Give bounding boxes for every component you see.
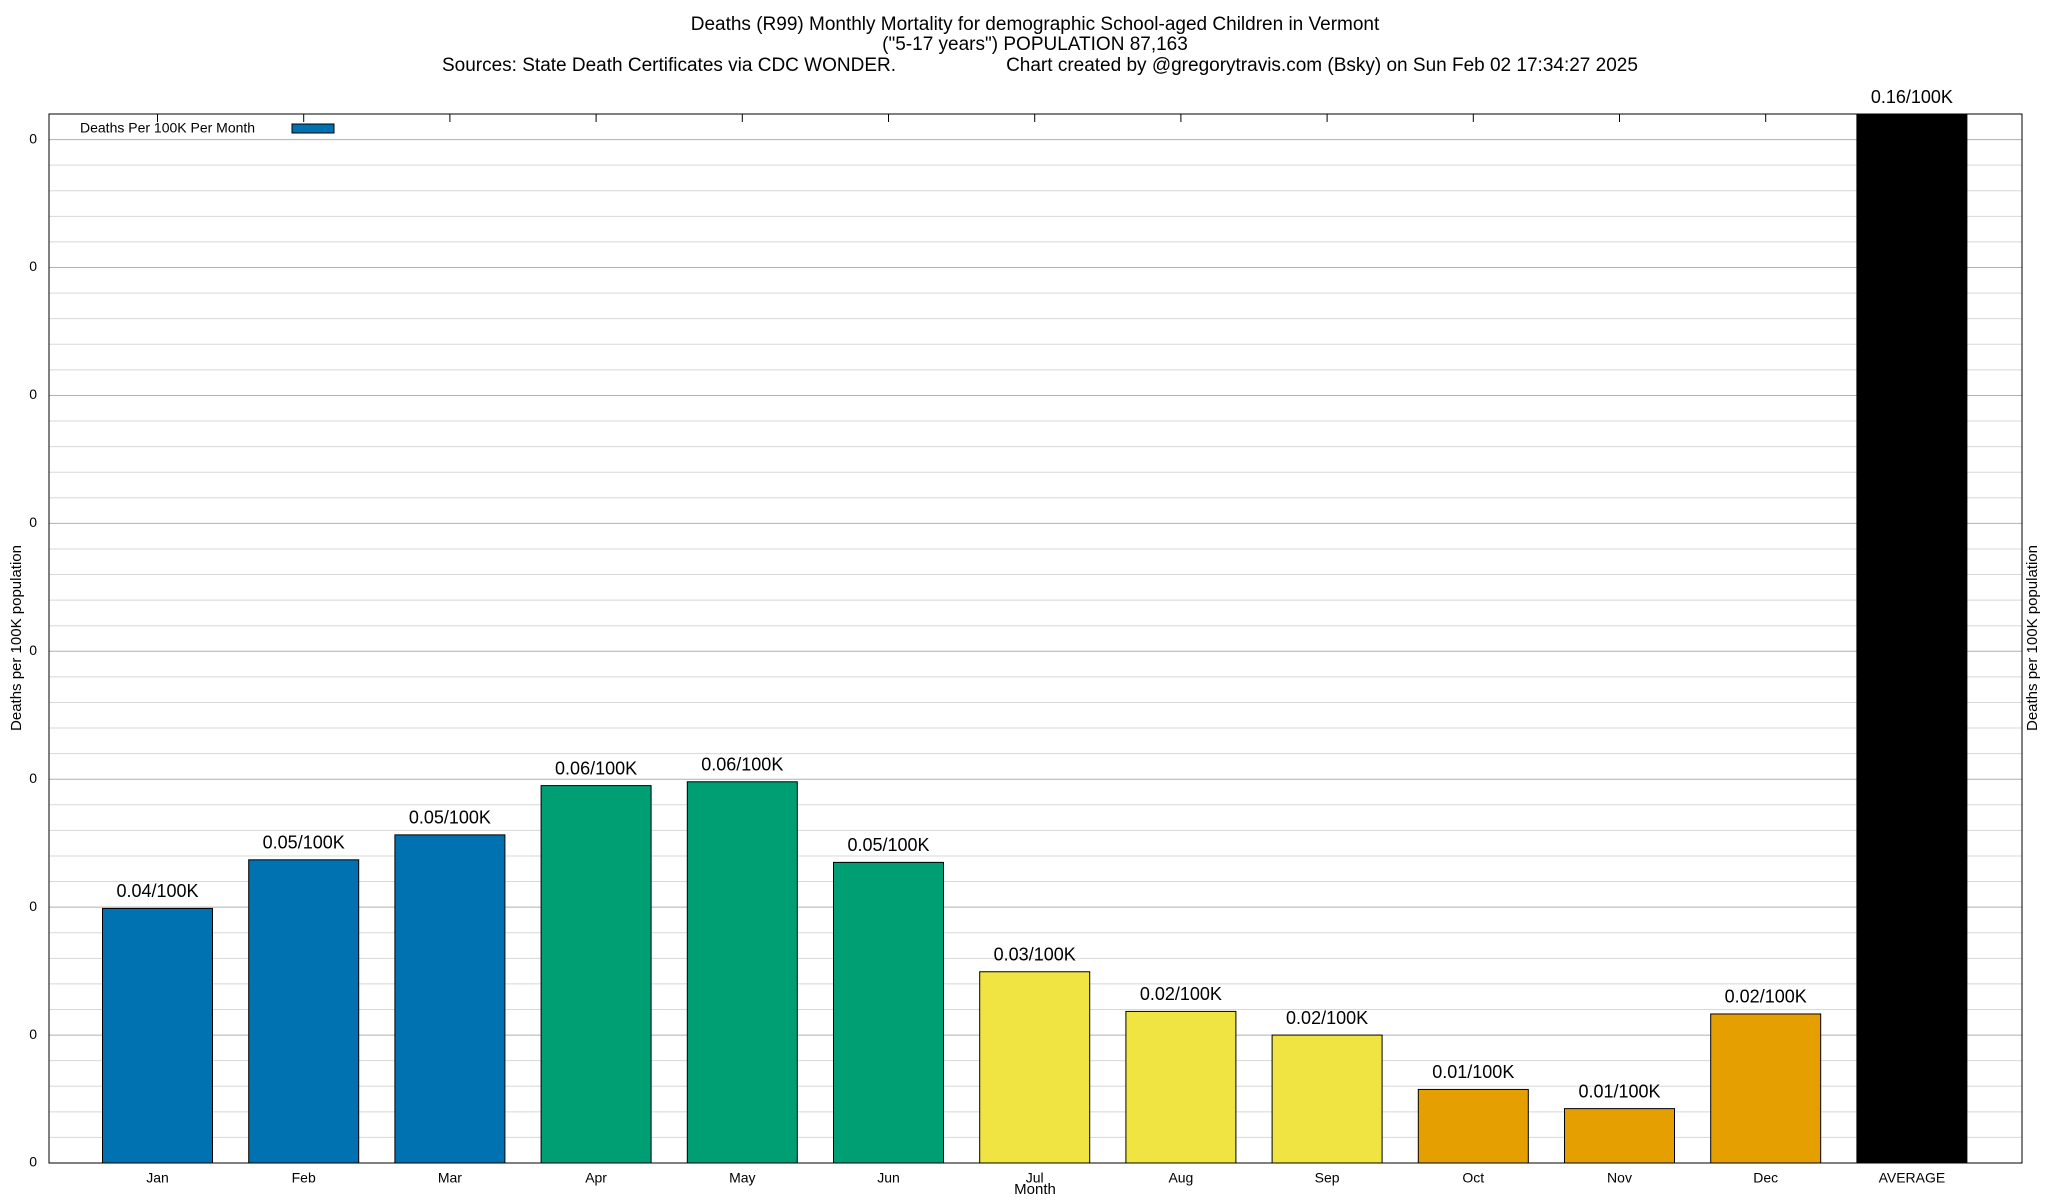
bar (1710, 1013, 1822, 1164)
y-tick-label: 0 (29, 1154, 37, 1170)
value-label: 0.16/100K (1871, 87, 1953, 107)
x-tick-label: Feb (292, 1170, 316, 1186)
value-label: 0.06/100K (701, 755, 783, 775)
bar (1856, 113, 1968, 1164)
bar (686, 781, 798, 1164)
y-tick-label: 0 (29, 386, 37, 402)
credit: Chart created by @gregorytravis.com (Bsk… (1006, 55, 1638, 76)
x-tick-label: Aug (1168, 1170, 1193, 1186)
y2-axis-label: Deaths per 100K population (2024, 545, 2041, 731)
value-label: 0.01/100K (1578, 1081, 1660, 1101)
legend-label: Deaths Per 100K Per Month (80, 120, 255, 136)
bar (540, 785, 652, 1164)
y-tick-label: 0 (29, 258, 37, 274)
value-label: 0.01/100K (1432, 1062, 1514, 1082)
value-label: 0.05/100K (263, 833, 345, 853)
bar (1271, 1034, 1383, 1164)
x-tick-label: Jul (1026, 1170, 1044, 1186)
value-label: 0.03/100K (994, 944, 1076, 964)
x-tick-label: Jan (146, 1170, 169, 1186)
bar (1125, 1010, 1237, 1164)
y-tick-label: 0 (29, 898, 37, 914)
y-tick-label: 0 (29, 642, 37, 658)
y-tick-label: 0 (29, 1026, 37, 1042)
x-tick-label: Sep (1315, 1170, 1340, 1186)
bar (1564, 1108, 1675, 1164)
value-label: 0.02/100K (1725, 987, 1807, 1007)
value-label: 0.06/100K (555, 758, 637, 778)
chart-subtitle: ("5-17 years") POPULATION 87,163 (882, 34, 1188, 55)
x-tick-label: AVERAGE (1879, 1170, 1946, 1186)
value-label: 0.05/100K (409, 808, 491, 828)
chart-title: Deaths (R99) Monthly Mortality for demog… (691, 14, 1380, 35)
x-tick-label: Oct (1462, 1170, 1484, 1186)
x-tick-label: Jun (877, 1170, 900, 1186)
x-tick-label: May (729, 1170, 755, 1186)
y-tick-label: 0 (29, 514, 37, 530)
x-tick-label: Nov (1607, 1170, 1632, 1186)
x-axis-label: Month (1014, 1181, 1056, 1198)
y-axis-label: Deaths per 100K population (8, 545, 25, 731)
value-label: 0.02/100K (1140, 984, 1222, 1004)
value-label: 0.04/100K (116, 881, 198, 901)
x-tick-label: Apr (585, 1170, 607, 1186)
legend-swatch (291, 123, 335, 134)
x-tick-label: Dec (1753, 1170, 1778, 1186)
value-label: 0.02/100K (1286, 1008, 1368, 1028)
x-tick-label: Mar (438, 1170, 462, 1186)
bar (1417, 1088, 1529, 1164)
bar (979, 971, 1091, 1164)
bar (394, 834, 506, 1164)
y-tick-label: 0 (29, 770, 37, 786)
bar (248, 859, 360, 1164)
plot-frame (48, 113, 2023, 1164)
sources: Sources: State Death Certificates via CD… (442, 55, 896, 76)
value-label: 0.05/100K (847, 835, 929, 855)
y-tick-label: 0 (29, 130, 37, 146)
bar (833, 861, 944, 1164)
bar (102, 907, 213, 1164)
